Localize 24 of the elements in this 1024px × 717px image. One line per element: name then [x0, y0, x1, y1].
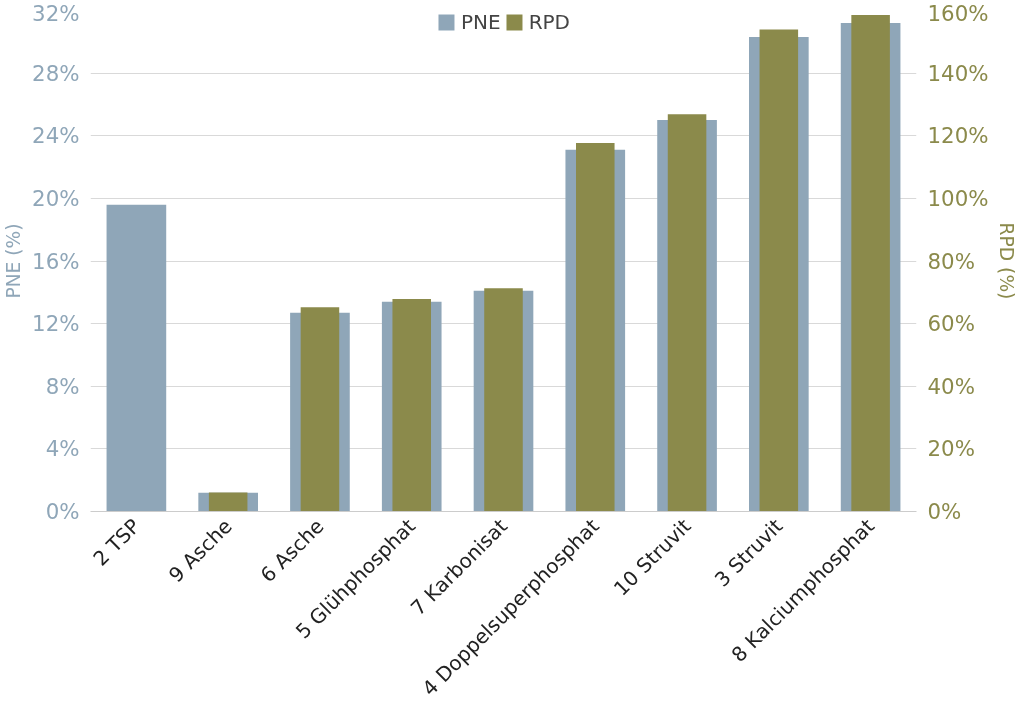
y2-axis-title: RPD (%) — [996, 222, 1018, 300]
y-axis-title: PNE (%) — [3, 223, 25, 299]
y-tick-label: 12% — [32, 311, 80, 337]
y2-tick-label: 20% — [927, 436, 975, 462]
y-tick-label: 28% — [32, 60, 80, 86]
x-tick-label: 2 TSP — [88, 514, 145, 571]
legend-label: RPD — [528, 10, 571, 34]
y-tick-label: 8% — [45, 373, 80, 399]
bar — [106, 204, 167, 512]
y2-tick-label: 0% — [927, 499, 962, 524]
y-tick-label: 4% — [45, 436, 80, 462]
y-tick-label: 20% — [32, 185, 80, 211]
y2-tick-label: 160% — [927, 0, 989, 26]
legend-label: PNE — [460, 10, 501, 34]
y-tick-label: 32% — [32, 0, 80, 26]
y2-tick-label: 60% — [927, 311, 975, 337]
y2-tick-label: 140% — [927, 60, 989, 86]
y-tick-label: 16% — [32, 248, 80, 274]
y2-tick-label: 40% — [927, 373, 975, 399]
y2-tick-label: 120% — [927, 123, 989, 149]
y-tick-label: 24% — [32, 123, 80, 149]
y2-tick-label: 100% — [927, 185, 989, 211]
y-tick-label: 0% — [45, 499, 80, 524]
y2-tick-label: 80% — [927, 248, 975, 274]
